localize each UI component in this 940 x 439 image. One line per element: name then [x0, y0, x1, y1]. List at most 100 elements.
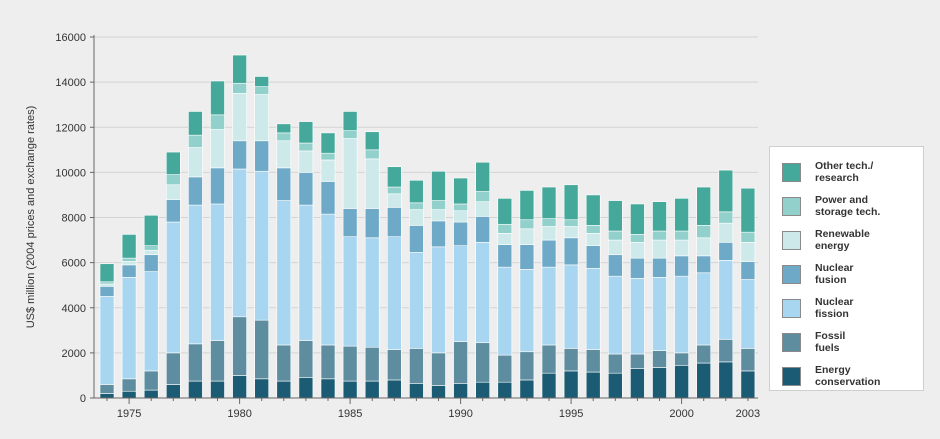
bar-segment-1976-1: [143, 370, 159, 391]
bar-segment-1993-4: [519, 228, 535, 245]
bar-segment-1974-0: [99, 393, 115, 399]
bar-segment-2003-5: [740, 231, 756, 243]
bar-segment-1974-5: [99, 281, 115, 285]
bar-segment-1991-6: [475, 161, 491, 192]
bar-segment-1984-5: [320, 152, 336, 161]
bar-segment-1974-1: [99, 384, 115, 394]
bar-segment-1997-4: [607, 239, 623, 256]
legend-swatch: [782, 298, 801, 318]
legend-swatch: [782, 332, 801, 352]
bar-segment-2000-4: [674, 239, 689, 257]
bar-segment-1984-2: [320, 213, 336, 346]
bar-segment-1978-4: [188, 147, 203, 178]
bar-segment-1985-3: [342, 208, 358, 237]
x-tick-label-1985: 1985: [338, 408, 362, 420]
bar-segment-1981-2: [254, 170, 269, 321]
bar-segment-1982-6: [276, 123, 292, 134]
y-axis-label: US$ million (2004 prices and exchange ra…: [25, 106, 37, 329]
bar-segment-1978-1: [188, 343, 203, 382]
bar-segment-1991-4: [475, 201, 491, 217]
bar-segment-1992-3: [497, 244, 513, 268]
bar-segment-1974-4: [99, 283, 115, 287]
legend-swatch: [782, 162, 801, 182]
bar-segment-1974-2: [99, 296, 115, 385]
bar-segment-1976-2: [143, 271, 159, 372]
bar-segment-2002-6: [718, 169, 734, 213]
legend-item: Fossil fuels: [782, 325, 923, 359]
bar-segment-1997-3: [607, 254, 623, 277]
bar-segment-2002-3: [718, 242, 734, 261]
bar-segment-1985-4: [342, 138, 358, 209]
bar-segment-2003-2: [740, 279, 756, 349]
y-tick-label-8: 16000: [55, 32, 86, 44]
legend-swatch: [782, 264, 801, 284]
bar-segment-1991-0: [475, 381, 491, 399]
x-tick-label-2003: 2003: [736, 408, 760, 420]
bar-segment-1980-0: [232, 375, 247, 399]
bar-segment-1997-5: [607, 230, 623, 241]
bar-segment-1984-4: [320, 159, 336, 182]
bar-segment-1985-5: [342, 130, 358, 139]
bar-segment-1986-0: [364, 380, 380, 399]
bar-segment-2002-0: [718, 361, 734, 399]
bar-segment-1990-6: [453, 177, 468, 205]
bar-segment-1992-5: [497, 223, 513, 234]
bar-segment-1977-1: [166, 352, 181, 385]
bar-segment-2002-5: [718, 211, 734, 224]
bar-segment-1982-4: [276, 140, 292, 169]
bar-segment-1996-3: [585, 245, 601, 269]
bar-segment-1994-6: [541, 186, 557, 219]
bar-segment-1981-0: [254, 378, 269, 399]
legend-label: Other tech./ research: [815, 160, 874, 184]
bar-segment-1975-2: [121, 276, 137, 380]
bar-segment-1979-0: [210, 380, 225, 399]
bar-segment-1992-2: [497, 266, 513, 356]
bar-segment-1983-1: [298, 340, 314, 378]
bar-segment-1981-3: [254, 140, 269, 172]
bar-segment-1986-2: [364, 237, 380, 348]
bar-segment-1990-1: [453, 341, 468, 384]
bar-segment-1985-1: [342, 345, 358, 382]
bar-segment-1990-4: [453, 210, 468, 223]
legend-item: Nuclear fusion: [782, 257, 923, 291]
bar-segment-1989-2: [431, 246, 446, 354]
bar-segment-1993-1: [519, 351, 535, 381]
bar-segment-1983-5: [298, 142, 314, 152]
bar-segment-1980-2: [232, 168, 247, 318]
bar-segment-1994-5: [541, 218, 557, 227]
legend-item: Energy conservation: [782, 359, 923, 393]
bar-segment-1979-5: [210, 114, 225, 130]
y-tick-label-5: 10000: [55, 167, 86, 179]
y-tick-label-0: 0: [80, 393, 86, 405]
bar-segment-1974-3: [99, 286, 115, 297]
bar-segment-1998-0: [630, 368, 645, 399]
bar-segment-1998-3: [630, 257, 645, 279]
bar-segment-1977-2: [166, 221, 181, 354]
bar-segment-1980-4: [232, 93, 247, 142]
bar-segment-1979-3: [210, 167, 225, 205]
bar-segment-1990-3: [453, 221, 468, 247]
x-tick-label-2000: 2000: [669, 408, 693, 420]
legend-swatch: [782, 366, 801, 386]
bar-segment-1992-1: [497, 354, 513, 383]
bar-segment-1999-5: [652, 230, 667, 241]
bar-segment-1988-4: [409, 209, 424, 226]
legend-label: Power and storage tech.: [815, 194, 881, 218]
axes: [90, 35, 758, 404]
bar-segment-1983-6: [298, 121, 314, 144]
y-tick-label-2: 4000: [62, 303, 86, 315]
bar-segment-1975-5: [121, 257, 137, 262]
x-tick-label-1975: 1975: [117, 408, 141, 420]
legend-label: Nuclear fusion: [815, 262, 854, 286]
bar-segment-1983-2: [298, 204, 314, 341]
bar-segment-1998-1: [630, 353, 645, 369]
bar-segment-1992-0: [497, 381, 513, 399]
bar-segment-1990-0: [453, 383, 468, 399]
legend-swatch: [782, 196, 801, 216]
bar-segment-1997-2: [607, 275, 623, 355]
bar-segment-1989-1: [431, 352, 446, 386]
bar-segment-1992-6: [497, 198, 513, 225]
legend-item: Other tech./ research: [782, 155, 923, 189]
